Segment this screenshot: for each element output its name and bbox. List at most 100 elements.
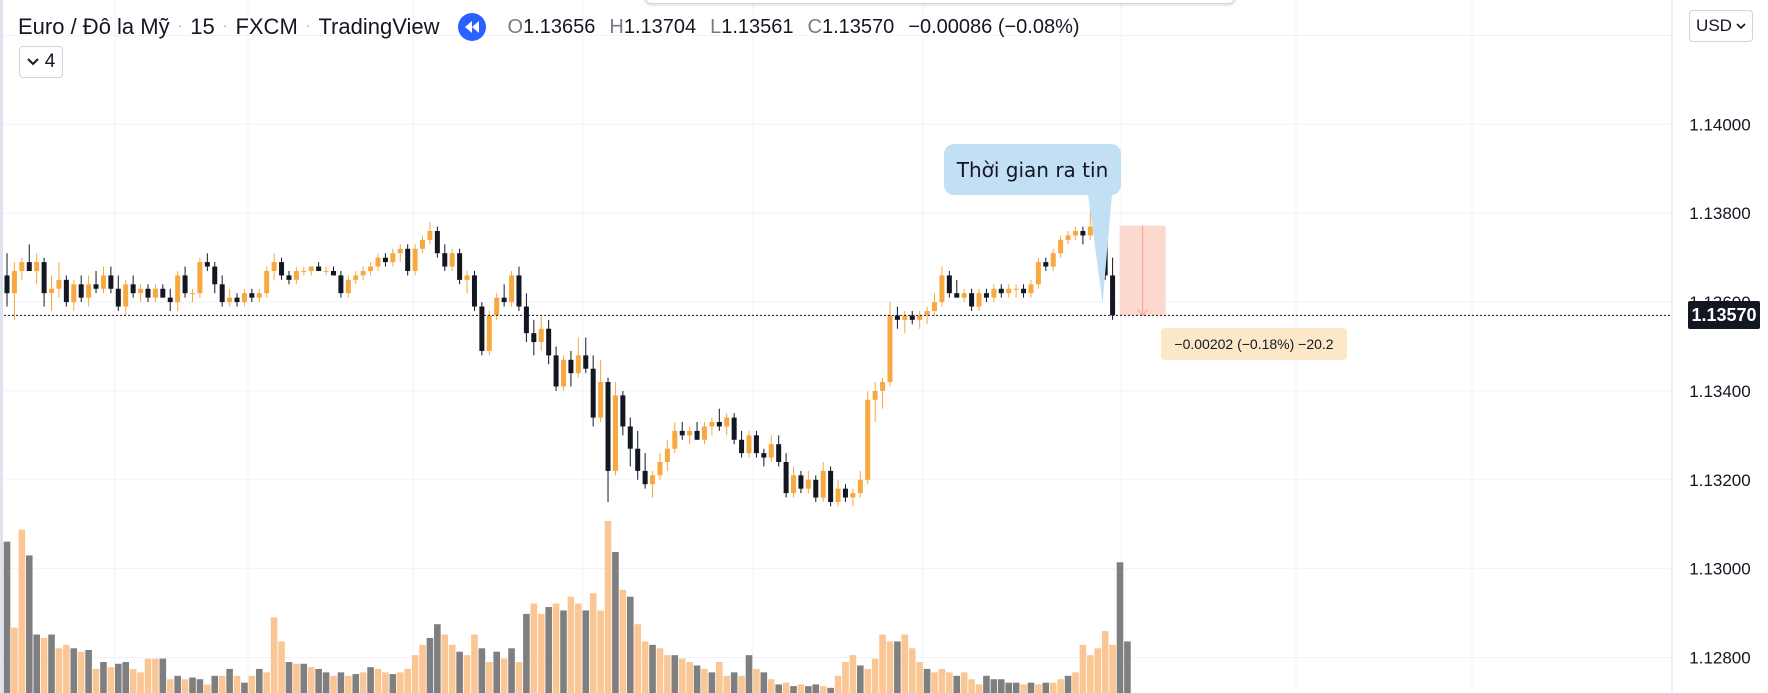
volume-bar [478, 648, 486, 693]
candle-body [961, 293, 967, 298]
candle [145, 284, 151, 303]
volume-bar [641, 641, 649, 693]
volume-bar [233, 675, 241, 693]
candle [1072, 226, 1078, 240]
candle-body [842, 488, 848, 498]
candle [709, 417, 715, 436]
candle-body [449, 253, 455, 267]
price-range-measure[interactable] [1119, 225, 1166, 317]
volume-bar [25, 555, 33, 693]
candle [902, 310, 908, 334]
volume-bar [419, 644, 426, 693]
candle-body [664, 448, 670, 462]
indicators-toggle-button[interactable]: 4 [19, 46, 63, 78]
candle [939, 266, 945, 307]
candle-body [865, 399, 871, 480]
candle [1013, 284, 1019, 298]
volume-bar [1057, 679, 1064, 693]
candle-body [1006, 288, 1012, 294]
candle-body [353, 275, 359, 280]
volume-bar [300, 663, 308, 693]
candle-body [316, 266, 322, 271]
candle [471, 270, 477, 311]
high-value: H1.13704 [609, 15, 697, 38]
candle [427, 222, 433, 245]
candle-body [902, 315, 908, 320]
candlestick-series [4, 168, 1116, 507]
candle-body [301, 270, 307, 272]
candle-body [724, 417, 730, 427]
candle-body [241, 293, 247, 303]
candle-body [909, 315, 915, 320]
candle-body [716, 422, 722, 427]
volume-bar [997, 679, 1005, 693]
candle [86, 275, 92, 307]
candle-body [78, 284, 84, 298]
candle [783, 453, 789, 498]
candle [1043, 257, 1049, 271]
candle-body [4, 275, 10, 294]
candle [805, 470, 811, 494]
volume-bar [708, 672, 716, 693]
candle [969, 288, 975, 311]
candle-body [390, 253, 396, 263]
candle-body [138, 288, 144, 294]
volume-bar [968, 679, 975, 693]
replay-button[interactable] [457, 13, 486, 41]
volume-bar [1087, 655, 1094, 693]
volume-bar [396, 672, 404, 693]
candle [991, 284, 997, 303]
candle [761, 448, 767, 467]
volume-bars [3, 521, 1131, 693]
volume-bar [938, 668, 946, 693]
volume-bar [456, 651, 463, 693]
candle [509, 270, 515, 307]
symbol-name[interactable]: Euro / Đô la Mỹ [18, 14, 170, 39]
volume-bar [582, 610, 590, 693]
candle [1058, 235, 1064, 258]
candle-body [19, 262, 25, 271]
candle [753, 430, 759, 458]
volume-bar [923, 668, 931, 693]
candle-body [264, 270, 270, 294]
candle [26, 244, 32, 271]
volume-bar [493, 651, 501, 693]
candle-body [679, 430, 685, 436]
candle [78, 275, 84, 303]
volume-bar [723, 675, 731, 693]
interval-label[interactable]: 15 [190, 14, 215, 39]
candle [909, 310, 915, 325]
volume-bar [107, 667, 115, 693]
top-floating-panel[interactable] [645, 0, 1235, 4]
candle [664, 439, 670, 471]
candle [479, 302, 485, 356]
candle-body [271, 262, 277, 271]
volume-bar [270, 617, 278, 693]
volume-bar [1005, 682, 1012, 693]
candle-body [160, 288, 166, 298]
candle [375, 253, 381, 271]
volume-bar [931, 672, 938, 693]
candle [345, 275, 351, 298]
candle [219, 275, 225, 307]
candle-body [635, 448, 641, 471]
candle [330, 266, 336, 276]
candle-body [486, 315, 492, 351]
candle [1035, 257, 1041, 289]
candle-body [672, 430, 678, 449]
candle [234, 293, 240, 307]
annotation-callout[interactable]: Thời gian ra tin [944, 144, 1121, 195]
volume-bar [382, 672, 389, 693]
candle-body [932, 302, 937, 311]
candle-body [731, 417, 737, 440]
price-axis[interactable]: 1.142001.140001.138001.136001.134001.132… [1689, 27, 1750, 668]
volume-bar [1116, 562, 1124, 693]
candle-body [887, 315, 893, 383]
volume-bar [40, 637, 48, 693]
volume-bar [819, 686, 827, 693]
candle-body [234, 297, 240, 303]
candle [523, 293, 529, 343]
currency-selector[interactable]: USD [1689, 10, 1753, 42]
volume-bar [174, 675, 181, 693]
